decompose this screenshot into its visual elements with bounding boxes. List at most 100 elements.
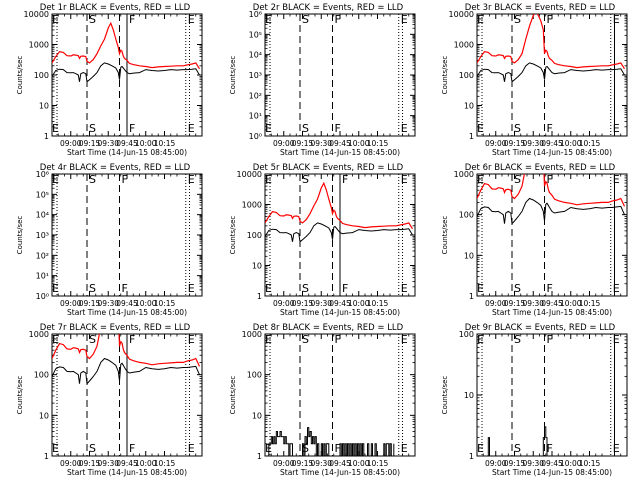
- x-axis-label: Start Time (14-Jun-15 08:45:00): [280, 308, 400, 317]
- panel-title: Det 7r BLACK = Events, RED = LLD: [40, 323, 191, 333]
- series-lld: [52, 334, 201, 367]
- y-tick-label: 1: [44, 452, 49, 461]
- marker-label-top: F: [335, 13, 341, 26]
- marker-label-top: E: [265, 333, 272, 346]
- y-tick-label: 100: [459, 330, 474, 339]
- marker-label-top: E: [265, 173, 272, 186]
- y-tick-label: 10⁰: [36, 292, 49, 301]
- marker-label-bottom: E: [52, 122, 59, 135]
- x-tick-label: 09:15: [292, 459, 314, 468]
- marker-label-top: E: [188, 173, 195, 186]
- x-tick-label: 10:00: [135, 299, 157, 308]
- y-axis-label: Counts/sec: [229, 376, 237, 415]
- y-tick-label: 1: [44, 132, 49, 141]
- axes-frame: [476, 13, 628, 137]
- x-tick-label: 09:30: [97, 459, 119, 468]
- y-tick-label: 10000: [24, 10, 49, 19]
- y-axis-label: Counts/sec: [441, 216, 449, 255]
- x-tick-label: 10:00: [348, 299, 370, 308]
- axes-frame: [264, 333, 416, 457]
- marker-label-bottom: F: [129, 442, 135, 455]
- y-tick-label: 1000: [29, 330, 49, 339]
- x-tick-label: 09:45: [541, 139, 563, 148]
- x-tick-label: 10:15: [154, 139, 176, 148]
- marker-label-top: F: [342, 173, 348, 186]
- x-tick-label: 10:15: [367, 299, 389, 308]
- x-tick-label: 09:30: [522, 459, 544, 468]
- detector-panel-4: Det 4r BLACK = Events, RED = LLD 10⁰ 10¹ 10…: [16, 163, 203, 317]
- marker-label-top: S: [302, 173, 309, 186]
- marker-label-top: S: [302, 13, 309, 26]
- axes-frame: [476, 333, 628, 457]
- series-events: [477, 62, 625, 83]
- marker-label-top: E: [52, 173, 59, 186]
- y-axis-label: Counts/sec: [16, 376, 24, 415]
- x-tick-label: 10:00: [560, 459, 582, 468]
- marker-label-bottom: E: [401, 122, 408, 135]
- y-tick-label: 10⁵: [36, 190, 49, 199]
- panel-title: Det 8r BLACK = Events, RED = LLD: [253, 323, 404, 333]
- marker-label-top: E: [477, 13, 484, 26]
- panel-title: Det 6r BLACK = Events, RED = LLD: [465, 163, 616, 173]
- marker-label-top: E: [613, 333, 620, 346]
- marker-label-bottom: E: [265, 282, 272, 295]
- y-tick-label: 10: [464, 391, 474, 400]
- panel-title: Det 9r BLACK = Events, RED = LLD: [465, 323, 616, 333]
- x-axis-label: Start Time (14-Jun-15 08:45:00): [67, 308, 187, 317]
- marker-label-top: E: [265, 13, 272, 26]
- x-axis-label: Start Time (14-Jun-15 08:45:00): [280, 468, 400, 477]
- y-tick-label: 10¹: [249, 112, 262, 121]
- series-lld: [477, 174, 626, 207]
- y-tick-label: 10: [39, 411, 49, 420]
- axes-frame: [476, 173, 628, 297]
- y-tick-label: 10⁴: [249, 51, 262, 60]
- y-axis-label: Counts/sec: [229, 216, 237, 255]
- marker-label-bottom: E: [613, 122, 620, 135]
- x-tick-label: 10:00: [135, 459, 157, 468]
- x-tick-label: 09:45: [329, 299, 351, 308]
- panel-title: Det 4r BLACK = Events, RED = LLD: [40, 163, 191, 173]
- marker-label-top: F: [129, 13, 135, 26]
- marker-label-bottom: S: [89, 442, 96, 455]
- x-tick-label: 09:45: [329, 139, 351, 148]
- marker-label-bottom: S: [89, 122, 96, 135]
- panel-title: Det 2r BLACK = Events, RED = LLD: [253, 3, 404, 13]
- marker-label-bottom: E: [477, 282, 484, 295]
- y-tick-label: 100: [459, 71, 474, 80]
- marker-label-bottom: F: [129, 122, 135, 135]
- x-tick-label: 09:15: [292, 139, 314, 148]
- marker-label-bottom: E: [265, 122, 272, 135]
- x-tick-label: 10:15: [579, 139, 601, 148]
- y-tick-label: 10000: [449, 10, 474, 19]
- marker-label-bottom: S: [302, 122, 309, 135]
- x-axis-label: Start Time (14-Jun-15 08:45:00): [492, 468, 612, 477]
- x-tick-label: 09:30: [310, 299, 332, 308]
- marker-label-top: E: [52, 333, 59, 346]
- y-tick-label: 100: [34, 371, 49, 380]
- marker-label-top: S: [514, 333, 521, 346]
- marker-label-bottom: E: [188, 442, 195, 455]
- x-axis-label: Start Time (14-Jun-15 08:45:00): [280, 148, 400, 157]
- x-tick-label: 10:15: [579, 459, 601, 468]
- x-tick-label: 09:15: [504, 459, 526, 468]
- y-tick-label: 100: [459, 211, 474, 220]
- y-tick-label: 100: [247, 231, 262, 240]
- marker-label-top: E: [477, 173, 484, 186]
- x-tick-label: 09:00: [60, 459, 82, 468]
- x-tick-label: 10:15: [367, 139, 389, 148]
- y-tick-label: 10²: [249, 91, 262, 100]
- marker-label-bottom: E: [401, 282, 408, 295]
- y-tick-label: 10: [252, 411, 262, 420]
- y-tick-label: 10⁴: [36, 211, 49, 220]
- marker-label-top: S: [302, 333, 309, 346]
- x-tick-label: 09:00: [273, 139, 295, 148]
- y-tick-label: 10: [39, 102, 49, 111]
- marker-label-top: F: [547, 333, 553, 346]
- marker-label-top: F: [335, 333, 341, 346]
- x-tick-label: 09:45: [541, 299, 563, 308]
- y-tick-label: 10³: [249, 71, 262, 80]
- series-events: [52, 357, 200, 385]
- marker-label-bottom: F: [342, 282, 348, 295]
- marker-label-bottom: F: [122, 282, 128, 295]
